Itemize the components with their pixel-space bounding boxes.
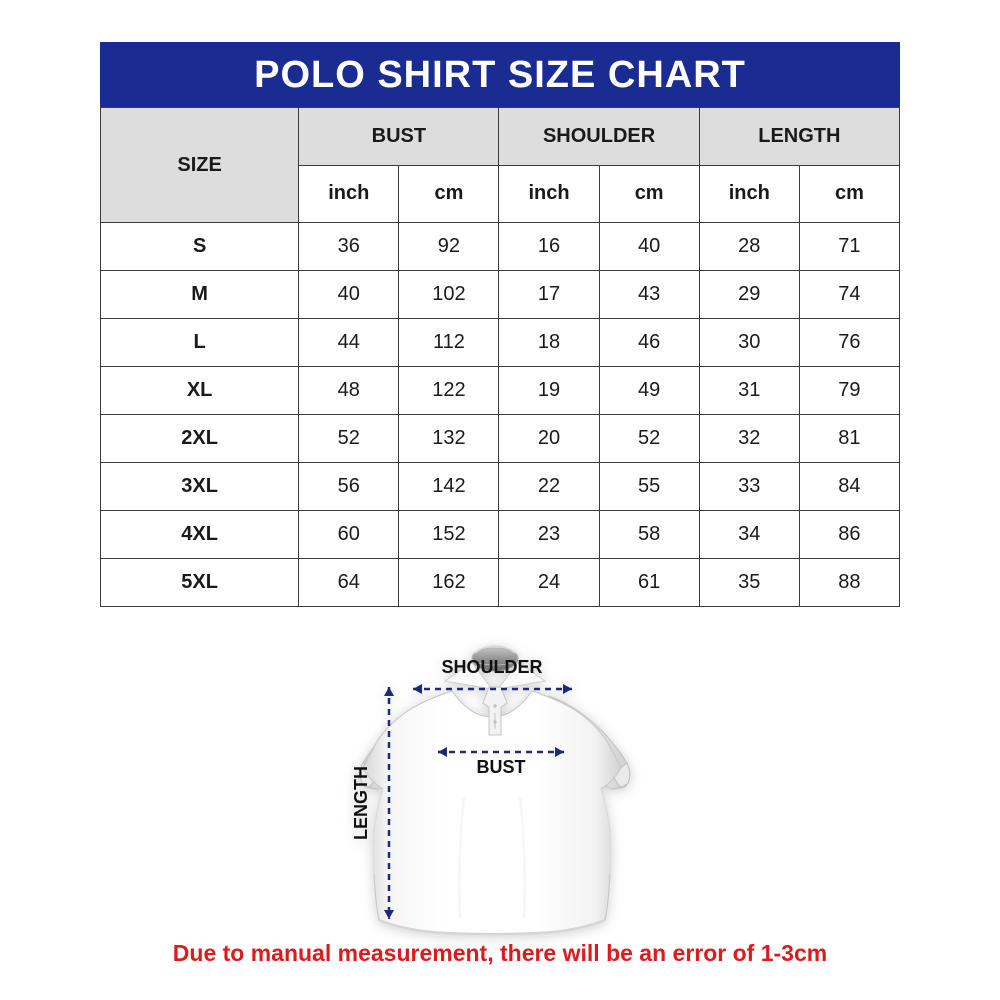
svg-text:BUST: BUST <box>477 757 526 777</box>
svg-text:LENGTH: LENGTH <box>351 766 371 840</box>
svg-text:SHOULDER: SHOULDER <box>441 657 542 677</box>
